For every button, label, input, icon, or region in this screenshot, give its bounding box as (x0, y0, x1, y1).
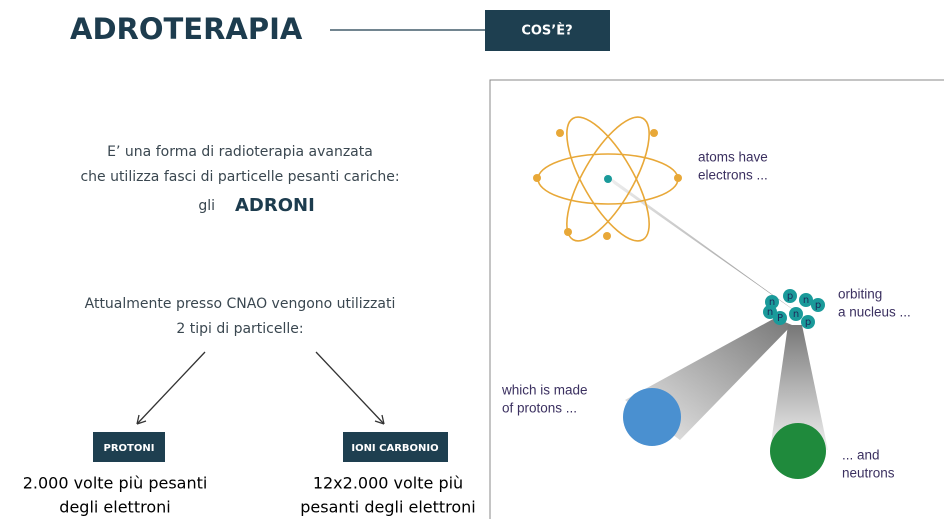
nucleon-letter: n (803, 295, 809, 306)
neutron-label: neutrons (842, 466, 895, 481)
intro-line: che utilizza fasci di particelle pesanti… (80, 169, 399, 185)
intro-prefix: gli (198, 198, 215, 214)
intro-highlight: ADRONI (235, 195, 315, 216)
atom-label: atoms have (698, 150, 768, 165)
nucleon-letter: n (793, 309, 799, 320)
particle-label: PROTONI (104, 443, 155, 454)
tab-label: COS’È? (521, 23, 572, 39)
atom-nucleus (604, 175, 612, 183)
proton-label: which is made (501, 383, 588, 398)
nucleus-label: orbiting (838, 287, 882, 302)
intro-line: E’ una forma di radioterapia avanzata (107, 144, 373, 160)
neutron-circle (770, 423, 826, 479)
particles-line: Attualmente presso CNAO vengono utilizza… (85, 296, 396, 312)
proton-label: of protons ... (502, 401, 577, 416)
neutron-label: ... and (842, 448, 880, 463)
particle-desc: pesanti degli elettroni (300, 498, 476, 517)
particle-desc: degli elettroni (59, 498, 170, 517)
nucleon-letter: p (787, 291, 793, 302)
particle-desc: 2.000 volte più pesanti (23, 474, 208, 493)
slide: ADROTERAPIA COS’È? E’ una forma di radio… (0, 0, 944, 519)
nucleon-letter: P (777, 313, 783, 324)
particle-desc: 12x2.000 volte più (313, 474, 463, 493)
proton-circle (623, 388, 681, 446)
atom-label: electrons ... (698, 168, 768, 183)
nucleon-letter: n (767, 307, 773, 318)
arrows (137, 352, 384, 424)
title: ADROTERAPIA (70, 12, 303, 46)
particles-line: 2 tipi di particelle: (176, 321, 303, 337)
particle-label: IONI CARBONIO (351, 443, 438, 454)
nucleon-letter: p (805, 317, 811, 328)
nucleus-label: a nucleus ... (838, 305, 911, 320)
nucleon-letter: p (815, 300, 821, 311)
